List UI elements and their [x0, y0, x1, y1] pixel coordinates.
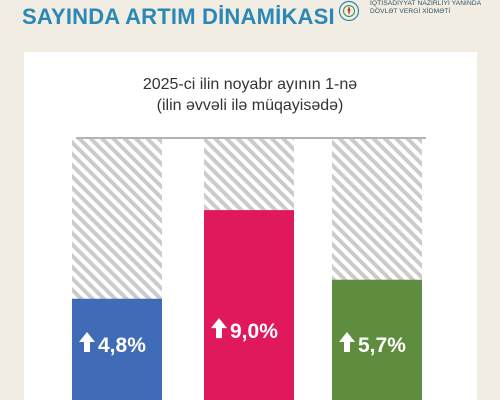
- chart-subtitle: (ilin əvvəli ilə müqayisədə): [157, 97, 344, 114]
- state-emblem-icon: [338, 0, 360, 22]
- up-arrow-icon: [339, 332, 355, 352]
- page-title: SAYINDA ARTIM DİNAMİKASI: [22, 4, 335, 29]
- up-arrow-icon: [211, 318, 227, 339]
- data-label: 5,7%: [358, 334, 406, 357]
- organization-name: İQTİSADİYYAT NAZİRLİYİ YANINDA DÖVLƏT VE…: [370, 0, 498, 16]
- bar-chart: 2025-ci ilin noyabr ayının 1-nə (ilin əv…: [72, 76, 426, 400]
- org-line: İQTİSADİYYAT NAZİRLİYİ YANINDA: [370, 0, 482, 7]
- bar: [204, 210, 294, 400]
- data-label: 9,0%: [230, 320, 278, 343]
- data-label: 4,8%: [98, 334, 146, 357]
- chart-title: 2025-ci ilin noyabr ayının 1-nə: [143, 76, 357, 93]
- org-line: DÖVLƏT VERGİ XİDMƏTİ: [370, 8, 451, 16]
- up-arrow-icon: [79, 332, 95, 352]
- chart-panel: 2025-ci ilin noyabr ayının 1-nə (ilin əv…: [24, 52, 477, 400]
